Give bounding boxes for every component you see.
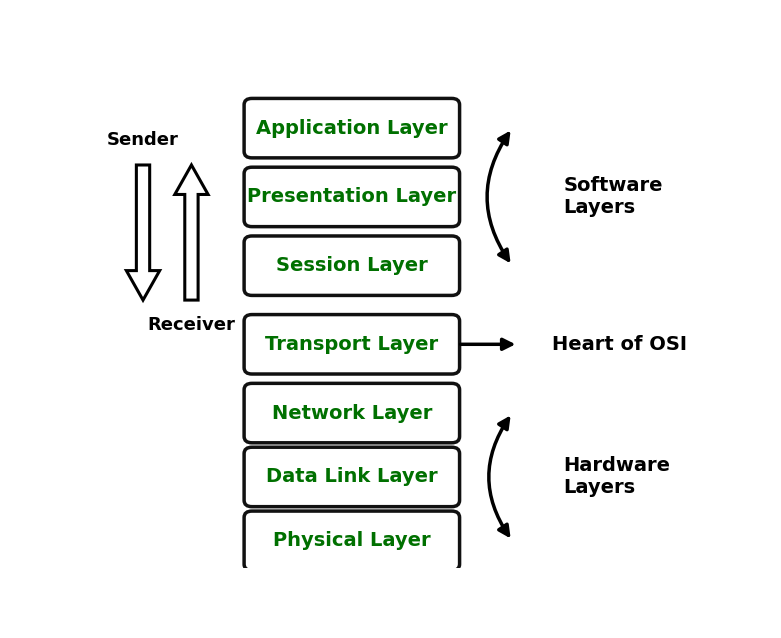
Text: Application Layer: Application Layer xyxy=(256,119,448,138)
Text: Receiver: Receiver xyxy=(148,316,235,334)
Text: Software
Layers: Software Layers xyxy=(564,177,663,218)
Text: Presentation Layer: Presentation Layer xyxy=(248,188,456,207)
FancyBboxPatch shape xyxy=(244,98,459,158)
Text: Network Layer: Network Layer xyxy=(272,404,432,422)
FancyBboxPatch shape xyxy=(244,383,459,443)
FancyBboxPatch shape xyxy=(244,315,459,374)
FancyBboxPatch shape xyxy=(244,167,459,226)
Text: Session Layer: Session Layer xyxy=(276,256,428,275)
Polygon shape xyxy=(127,165,159,300)
Text: Heart of OSI: Heart of OSI xyxy=(551,335,686,354)
FancyBboxPatch shape xyxy=(244,447,459,507)
Polygon shape xyxy=(175,165,208,300)
Text: Physical Layer: Physical Layer xyxy=(273,531,430,551)
Text: Transport Layer: Transport Layer xyxy=(266,335,438,354)
FancyBboxPatch shape xyxy=(244,236,459,295)
Text: Hardware
Layers: Hardware Layers xyxy=(564,456,671,498)
Text: Data Link Layer: Data Link Layer xyxy=(266,468,437,486)
Text: Sender: Sender xyxy=(107,131,179,149)
FancyBboxPatch shape xyxy=(244,511,459,570)
